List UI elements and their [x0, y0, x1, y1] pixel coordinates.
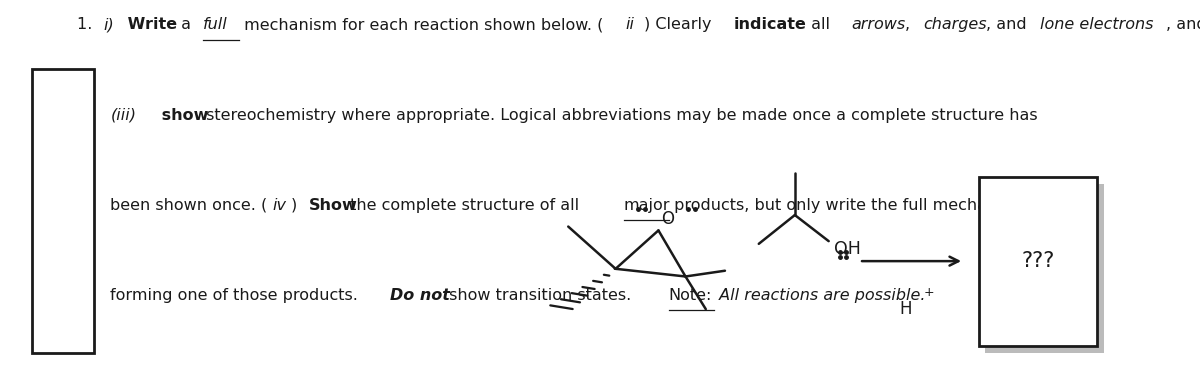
Text: show transition states.: show transition states.: [444, 288, 636, 303]
Text: Note:: Note:: [668, 288, 712, 303]
Text: been shown once. (: been shown once. (: [110, 198, 268, 213]
Text: major: major: [624, 198, 671, 213]
Text: OH: OH: [834, 240, 862, 258]
Text: products, but only write the full mechanism for: products, but only write the full mechan…: [668, 198, 1052, 213]
Text: ii: ii: [626, 17, 635, 32]
Text: , and: , and: [1166, 17, 1200, 32]
Text: H: H: [900, 300, 912, 318]
Text: Write: Write: [121, 17, 176, 32]
Text: charges: charges: [923, 17, 986, 32]
Text: ,: ,: [905, 17, 916, 32]
Text: all: all: [806, 17, 835, 32]
Text: stereochemistry where appropriate. Logical abbreviations may be made once a comp: stereochemistry where appropriate. Logic…: [200, 108, 1037, 122]
Text: All reactions are possible.: All reactions are possible.: [714, 288, 925, 303]
Text: lone electrons: lone electrons: [1040, 17, 1153, 32]
Text: full: full: [203, 17, 228, 32]
Text: i): i): [103, 17, 114, 32]
Text: show: show: [156, 108, 208, 122]
Text: ): ): [290, 198, 302, 213]
Text: +: +: [923, 286, 934, 299]
Text: Do not: Do not: [390, 288, 450, 303]
Text: Show: Show: [308, 198, 358, 213]
Text: (iii): (iii): [110, 108, 137, 122]
Text: O: O: [661, 210, 674, 228]
Text: , and: , and: [986, 17, 1032, 32]
Bar: [31, 69, 94, 353]
Text: forming one of those products.: forming one of those products.: [110, 288, 364, 303]
Text: the complete structure of all: the complete structure of all: [344, 198, 584, 213]
Text: arrows: arrows: [851, 17, 905, 32]
Bar: [979, 177, 1097, 346]
Text: 1.: 1.: [77, 17, 97, 32]
Bar: [985, 184, 1104, 353]
Text: a: a: [175, 17, 196, 32]
Text: iv: iv: [272, 198, 287, 213]
Text: indicate: indicate: [734, 17, 806, 32]
Text: ???: ???: [1021, 251, 1055, 271]
Text: ) Clearly: ) Clearly: [644, 17, 716, 32]
Text: mechanism for each reaction shown below. (: mechanism for each reaction shown below.…: [239, 17, 604, 32]
